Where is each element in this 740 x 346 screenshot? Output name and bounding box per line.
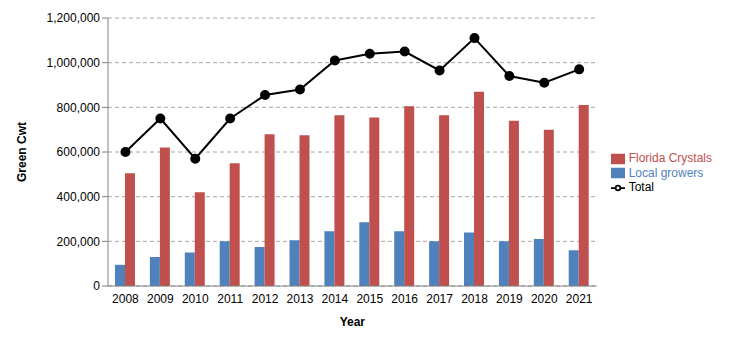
svg-text:2020: 2020 [531, 292, 558, 306]
svg-text:400,000: 400,000 [57, 190, 101, 204]
html-text:Florida Crystals: Florida Crystals [628, 150, 712, 165]
svg-text:0: 0 [93, 279, 100, 293]
svg-text:2016: 2016 [391, 292, 418, 306]
svg-text:600,000: 600,000 [57, 145, 101, 159]
svg-text:2012: 2012 [252, 292, 279, 306]
svg-text:1,200,000: 1,200,000 [47, 11, 101, 25]
svg-text:2009: 2009 [147, 292, 174, 306]
svg-text:200,000: 200,000 [57, 235, 101, 249]
svg-text:2015: 2015 [356, 292, 383, 306]
svg-text:2010: 2010 [182, 292, 209, 306]
svg-text:2021: 2021 [566, 292, 593, 306]
svg-text:2019: 2019 [496, 292, 523, 306]
svg-text:Green Cwt: Green Cwt [15, 122, 29, 182]
svg-text:Year: Year [340, 315, 366, 329]
svg-text:2011: 2011 [217, 292, 243, 306]
svg-text:2018: 2018 [461, 292, 488, 306]
svg-text:2008: 2008 [112, 292, 139, 306]
svg-text:2017: 2017 [426, 292, 453, 306]
html-text:Total: Total [628, 180, 654, 195]
svg-text:2014: 2014 [322, 292, 349, 306]
html-text:Local growers: Local growers [628, 165, 704, 180]
svg-text:1,000,000: 1,000,000 [47, 56, 101, 70]
svg-text:2013: 2013 [287, 292, 314, 306]
svg-text:800,000: 800,000 [57, 101, 101, 115]
